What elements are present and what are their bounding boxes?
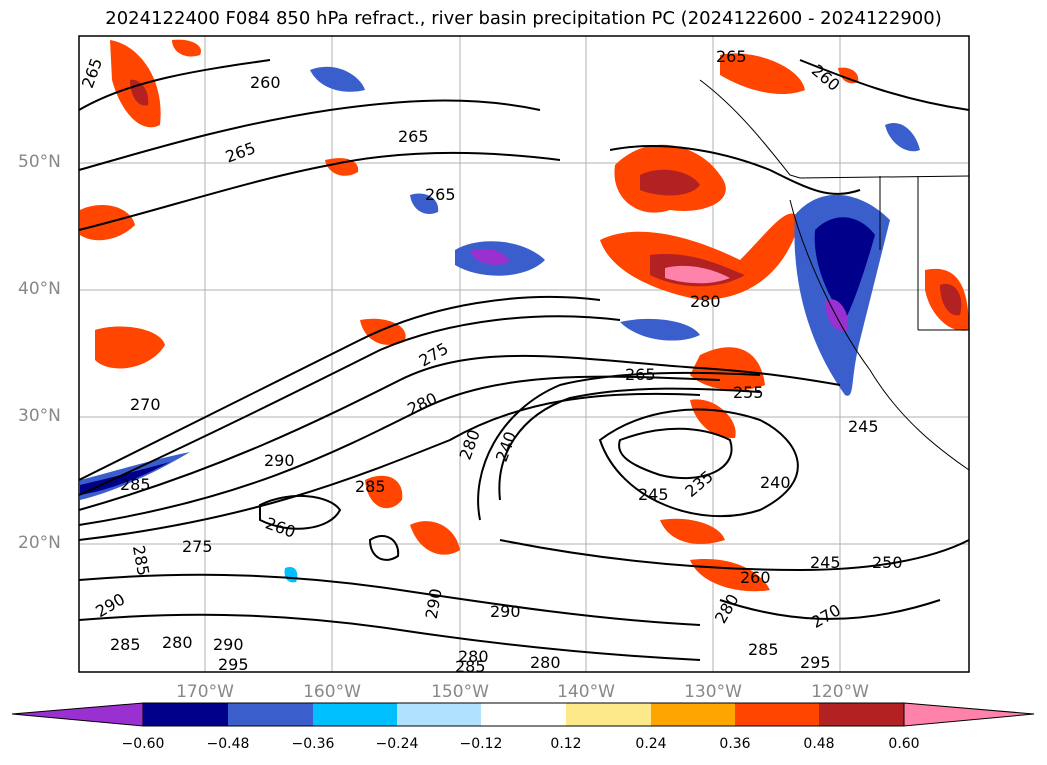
colorbar xyxy=(11,702,1035,727)
colorbar-segment xyxy=(397,703,481,726)
contour-label: 285 xyxy=(120,475,151,494)
contour-label: 245 xyxy=(848,417,879,436)
colorbar-segment xyxy=(566,703,651,726)
colorbar-tick-label: −0.60 xyxy=(121,736,165,752)
colorbar-extend-low xyxy=(11,702,144,727)
colorbar-segment xyxy=(651,703,735,726)
colorbar-segment xyxy=(228,703,313,726)
contour-label: 265 xyxy=(716,47,747,66)
colorbar-segment xyxy=(481,703,566,726)
contour-label: 265 xyxy=(625,365,656,384)
contour-label: 280 xyxy=(530,653,561,672)
contour-label: 280 xyxy=(690,292,721,311)
colorbar-tick-label: 0.24 xyxy=(635,736,667,752)
lon-label: 130°W xyxy=(684,682,742,702)
lon-label: 170°W xyxy=(176,682,234,702)
contour-label: 295 xyxy=(218,655,249,674)
contour-label: 270 xyxy=(130,395,161,414)
contour-label: 295 xyxy=(800,653,831,672)
colorbar-tick-label: −0.24 xyxy=(375,736,419,752)
contour-label: 280 xyxy=(458,647,489,666)
colorbar-segment xyxy=(819,703,904,726)
lon-label: 160°W xyxy=(303,682,361,702)
contour-label: 245 xyxy=(810,553,841,572)
contour-label: 290 xyxy=(213,635,244,654)
lat-label: 50°N xyxy=(18,152,61,172)
lon-label: 140°W xyxy=(557,682,615,702)
contour-label: 290 xyxy=(264,451,295,470)
lon-label: 120°W xyxy=(811,682,869,702)
colorbar-extend-high xyxy=(903,702,1035,727)
contour-label: 285 xyxy=(748,640,779,659)
contour-label: 260 xyxy=(250,73,281,92)
colorbar-tick-label: −0.12 xyxy=(459,736,503,752)
contour-label: 240 xyxy=(760,473,791,492)
colorbar-segment xyxy=(735,703,819,726)
contour-label: 250 xyxy=(872,553,903,572)
colorbar-tick-label: 0.48 xyxy=(803,736,835,752)
contour-label: 255 xyxy=(733,383,764,402)
contour-label: 285 xyxy=(110,635,141,654)
colorbar-tick-label: 0.36 xyxy=(719,736,751,752)
colorbar-segment xyxy=(143,703,228,726)
contour-label: 290 xyxy=(490,602,521,621)
lat-label: 40°N xyxy=(18,279,61,299)
contour-label: 285 xyxy=(355,477,386,496)
figure-title: 2024122400 F084 850 hPa refract., river … xyxy=(105,8,942,29)
colorbar-segment xyxy=(313,703,397,726)
map-panel: 265 260 265 265 265 265 260 270 275 280 … xyxy=(78,35,970,676)
colorbar-tick-label: −0.36 xyxy=(291,736,335,752)
colorbar-tick-label: −0.48 xyxy=(206,736,250,752)
contour-label: 265 xyxy=(425,185,456,204)
lat-label: 20°N xyxy=(18,533,61,553)
contour-label: 275 xyxy=(182,537,213,556)
contour-label: 260 xyxy=(740,568,771,587)
colorbar-tick-label: 0.60 xyxy=(888,736,920,752)
contour-label: 245 xyxy=(638,485,669,504)
colorbar-tick-label: 0.12 xyxy=(550,736,582,752)
contour-label: 280 xyxy=(162,633,193,652)
lat-label: 30°N xyxy=(18,406,61,426)
contour-label: 285 xyxy=(455,657,486,676)
contour-label: 265 xyxy=(398,127,429,146)
refractivity-contours xyxy=(78,59,970,661)
lon-label: 150°W xyxy=(431,682,489,702)
coastline xyxy=(699,79,970,471)
